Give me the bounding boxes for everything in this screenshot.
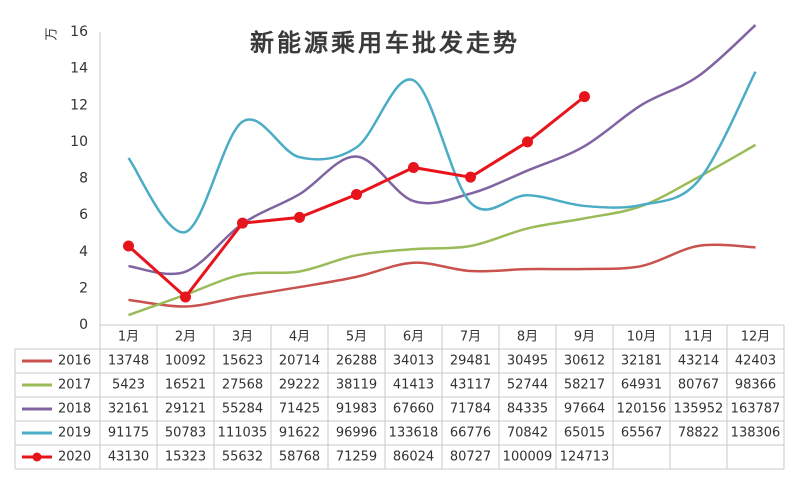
series-marker [408, 161, 419, 173]
table-cell: 38119 [336, 378, 377, 393]
legend-label: 2020 [58, 450, 91, 465]
table-cell: 66776 [450, 426, 491, 441]
y-tick-label: 0 [79, 317, 88, 333]
table-cell: 67660 [393, 402, 434, 417]
table-cell: 15323 [165, 450, 206, 465]
series-line [127, 71, 757, 234]
table-cell: 20714 [279, 354, 320, 369]
x-tick-label: 8月 [517, 330, 538, 345]
table-cell: 52744 [507, 378, 548, 393]
table-cell: 42403 [735, 354, 776, 369]
y-tick-label: 12 [70, 97, 88, 113]
table-cell: 64931 [621, 378, 662, 393]
series-marker [579, 91, 590, 103]
series-marker [180, 291, 191, 303]
table-cell: 26288 [336, 354, 377, 369]
table-cell: 98366 [735, 378, 776, 393]
series-line [128, 143, 757, 317]
y-tick-label: 16 [70, 24, 88, 40]
y-tick-label: 10 [70, 134, 88, 150]
legend-label: 2019 [58, 426, 91, 441]
table-cell: 43117 [450, 378, 491, 393]
table-cell: 13748 [108, 354, 149, 369]
series-marker [465, 171, 476, 183]
x-tick-label: 4月 [289, 330, 310, 345]
chart-title: 新能源乘用车批发走势 [250, 29, 520, 57]
table-cell: 34013 [393, 354, 434, 369]
x-tick-label: 1月 [118, 330, 139, 345]
table-cell: 86024 [393, 450, 434, 465]
table-cell: 43130 [108, 450, 149, 465]
table-cell: 32161 [108, 402, 149, 417]
x-tick-label: 9月 [574, 330, 595, 345]
table-cell: 80727 [450, 450, 491, 465]
table-cell: 120156 [617, 402, 667, 417]
table-cell: 133618 [389, 426, 439, 441]
table-cell: 41413 [393, 378, 434, 393]
table-cell: 91983 [336, 402, 377, 417]
legend-marker [32, 452, 42, 462]
x-tick-label: 2月 [175, 330, 196, 345]
table-cell: 91175 [108, 426, 149, 441]
table-cell: 27568 [222, 378, 263, 393]
table-cell: 30495 [507, 354, 548, 369]
table-cell: 29481 [450, 354, 491, 369]
table-cell: 100009 [503, 450, 553, 465]
table-cell: 135952 [674, 402, 724, 417]
x-tick-label: 10月 [627, 330, 657, 345]
table-cell: 32181 [621, 354, 662, 369]
table-cell: 65015 [564, 426, 605, 441]
table-cell: 124713 [560, 450, 610, 465]
table-cell: 58768 [279, 450, 320, 465]
table-cell: 29121 [165, 402, 206, 417]
series-marker [351, 189, 362, 201]
table-cell: 29222 [279, 378, 320, 393]
table-cell: 163787 [731, 402, 781, 417]
table-cell: 5423 [112, 378, 145, 393]
table-cell: 65567 [621, 426, 662, 441]
y-tick-label: 6 [79, 207, 88, 223]
table-cell: 111035 [218, 426, 268, 441]
legend-label: 2016 [58, 354, 91, 369]
y-tick-label: 2 [79, 280, 88, 296]
series-marker [123, 240, 134, 252]
x-tick-label: 7月 [460, 330, 481, 345]
table-cell: 58217 [564, 378, 605, 393]
table-cell: 97664 [564, 402, 605, 417]
x-tick-label: 12月 [741, 330, 771, 345]
table-cell: 43214 [678, 354, 719, 369]
y-axis-label: 万 [45, 27, 60, 40]
x-tick-label: 11月 [684, 330, 714, 345]
table-cell: 50783 [165, 426, 206, 441]
table-cell: 71259 [336, 450, 377, 465]
table-cell: 71425 [279, 402, 320, 417]
y-tick-label: 8 [79, 171, 88, 187]
table-cell: 16521 [165, 378, 206, 393]
table-cell: 30612 [564, 354, 605, 369]
y-tick-label: 14 [70, 61, 88, 77]
table-cell: 96996 [336, 426, 377, 441]
y-tick-label: 4 [79, 244, 88, 260]
table-cell: 70842 [507, 426, 548, 441]
table-cell: 138306 [731, 426, 781, 441]
series-marker [522, 136, 533, 148]
table-cell: 15623 [222, 354, 263, 369]
x-tick-label: 6月 [403, 330, 424, 345]
x-tick-label: 3月 [232, 330, 253, 345]
table-cell: 91622 [279, 426, 320, 441]
table-cell: 84335 [507, 402, 548, 417]
series-marker [237, 217, 248, 229]
series-marker [294, 211, 305, 223]
table-cell: 71784 [450, 402, 491, 417]
table-cell: 55632 [222, 450, 263, 465]
table-cell: 55284 [222, 402, 263, 417]
legend-label: 2018 [58, 402, 91, 417]
legend-label: 2017 [58, 378, 91, 393]
series-line [128, 243, 756, 308]
table-cell: 78822 [678, 426, 719, 441]
x-tick-label: 5月 [346, 330, 367, 345]
table-cell: 80767 [678, 378, 719, 393]
table-cell: 10092 [165, 354, 206, 369]
